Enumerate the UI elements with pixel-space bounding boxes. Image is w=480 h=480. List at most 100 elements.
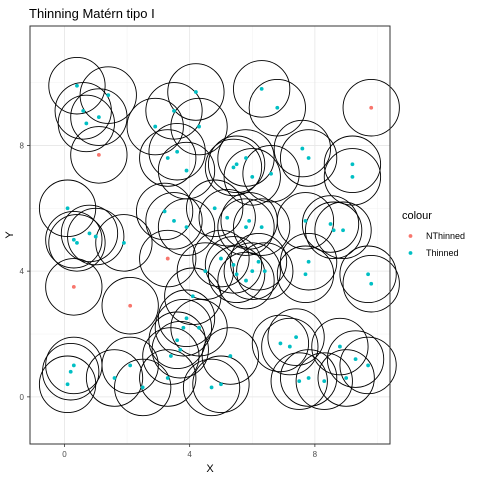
point-thinned-51 bbox=[369, 281, 374, 286]
point-thinned-49 bbox=[306, 259, 311, 264]
circle-thinned-65 bbox=[326, 330, 385, 388]
point-thinned-55 bbox=[184, 316, 189, 321]
point-thinned-31 bbox=[259, 225, 264, 230]
circle-thinned-3 bbox=[70, 88, 128, 146]
point-thinned-21 bbox=[350, 162, 355, 167]
circle-thinned-7 bbox=[167, 63, 225, 121]
point-thinned-20 bbox=[306, 156, 311, 160]
point-thinned-17 bbox=[250, 174, 255, 179]
legend-entries: NThinned Thinned bbox=[402, 228, 465, 262]
point-thinned-35 bbox=[341, 228, 345, 233]
circle-thinned-50 bbox=[339, 245, 397, 304]
circle-thinned-21 bbox=[323, 135, 382, 194]
point-thinned-73 bbox=[165, 376, 170, 380]
circle-thinned-2 bbox=[57, 94, 115, 153]
plot-panel bbox=[30, 26, 390, 444]
circle-thinned-18 bbox=[242, 144, 300, 203]
point-thinned-33 bbox=[328, 222, 333, 226]
circle-thinned-5 bbox=[126, 97, 184, 156]
point-thinned-10 bbox=[275, 105, 280, 110]
point-thinned-57 bbox=[175, 338, 180, 343]
circle-thinned-58 bbox=[151, 320, 209, 379]
point-thinned-72 bbox=[140, 385, 145, 390]
y-axis-ticks: 0 4 8 bbox=[20, 141, 30, 402]
circle-thinned-47 bbox=[236, 242, 294, 300]
circle-thinned-37 bbox=[48, 214, 106, 272]
circle-thinned-40 bbox=[95, 214, 153, 272]
circle-thinned-43 bbox=[207, 245, 266, 304]
point-thinned-56 bbox=[197, 325, 201, 330]
circle-thinned-44 bbox=[217, 251, 275, 310]
circle-thinned-69 bbox=[38, 355, 97, 414]
point-thinned-69 bbox=[65, 382, 70, 387]
circle-thinned-63 bbox=[251, 314, 310, 373]
point-thinned-0 bbox=[75, 83, 79, 88]
point-thinned-27 bbox=[212, 206, 217, 211]
point-thinned-23 bbox=[65, 206, 70, 211]
point-thinned-22 bbox=[350, 174, 355, 179]
point-thinned-71 bbox=[128, 363, 133, 368]
circle-thinned-72 bbox=[114, 358, 172, 417]
point-thinned-39 bbox=[93, 234, 98, 239]
point-thinned-26 bbox=[184, 225, 189, 230]
circle-thinned-41 bbox=[192, 229, 250, 288]
circle-nthinned-2 bbox=[139, 229, 197, 288]
point-thinned-24 bbox=[162, 209, 167, 214]
point-thinned-38 bbox=[87, 231, 92, 236]
circle-thinned-32 bbox=[276, 192, 335, 250]
point-nthinned-3 bbox=[71, 284, 76, 289]
legend-title: colour bbox=[402, 210, 432, 222]
circle-thinned-78 bbox=[295, 352, 353, 410]
point-thinned-54 bbox=[181, 325, 186, 330]
point-thinned-2 bbox=[84, 121, 89, 126]
panel-border bbox=[29, 25, 391, 445]
point-thinned-62 bbox=[287, 344, 292, 349]
chart-title: Thinning Matérn tipo I bbox=[29, 6, 155, 21]
point-thinned-4 bbox=[106, 93, 111, 98]
circle-thinned-35 bbox=[314, 201, 372, 260]
point-thinned-12 bbox=[175, 149, 180, 154]
point-thinned-34 bbox=[331, 228, 336, 233]
circle-thinned-70 bbox=[85, 349, 144, 407]
circle-thinned-64 bbox=[311, 317, 369, 376]
point-thinned-79 bbox=[344, 376, 349, 380]
x-axis-ticks: 0 4 8 bbox=[62, 444, 318, 459]
circle-thinned-27 bbox=[186, 179, 244, 238]
legend: colour NThinned Thinned bbox=[402, 210, 465, 262]
circle-thinned-49 bbox=[279, 232, 338, 291]
circle-thinned-9 bbox=[233, 60, 291, 118]
circle-thinned-55 bbox=[157, 289, 216, 348]
circle-thinned-45 bbox=[223, 242, 281, 300]
circle-thinned-24 bbox=[135, 182, 194, 241]
circle-thinned-77 bbox=[279, 349, 338, 407]
point-thinned-47 bbox=[262, 269, 267, 274]
point-thinned-28 bbox=[225, 215, 230, 220]
point-thinned-32 bbox=[303, 218, 308, 223]
y-tick-label-2: 8 bbox=[20, 141, 25, 150]
point-thinned-75 bbox=[219, 382, 223, 387]
circle-thinned-14 bbox=[204, 138, 263, 197]
point-thinned-63 bbox=[278, 341, 283, 346]
circle-thinned-12 bbox=[148, 122, 206, 181]
circle-thinned-74 bbox=[182, 358, 241, 417]
grid-minor bbox=[30, 26, 390, 444]
point-thinned-68 bbox=[68, 369, 73, 374]
circle-nthinned-4 bbox=[101, 276, 159, 335]
point-thinned-46 bbox=[256, 259, 261, 264]
point-thinned-14 bbox=[231, 165, 236, 170]
x-axis-label: X bbox=[206, 463, 214, 475]
circle-nthinned-1 bbox=[70, 126, 128, 184]
circle-thinned-42 bbox=[204, 236, 263, 294]
legend-key-nthinned bbox=[408, 234, 413, 238]
circle-thinned-66 bbox=[339, 336, 397, 395]
point-thinned-30 bbox=[247, 218, 252, 223]
point-thinned-48 bbox=[303, 272, 308, 277]
circle-thinned-19 bbox=[273, 119, 331, 178]
point-thinned-11 bbox=[165, 156, 170, 160]
point-thinned-13 bbox=[184, 168, 189, 173]
circle-thinned-31 bbox=[233, 198, 291, 256]
circle-thinned-61 bbox=[267, 308, 325, 366]
point-thinned-1 bbox=[81, 108, 86, 113]
circle-thinned-15 bbox=[207, 135, 266, 194]
legend-label-nthinned: NThinned bbox=[426, 231, 465, 241]
